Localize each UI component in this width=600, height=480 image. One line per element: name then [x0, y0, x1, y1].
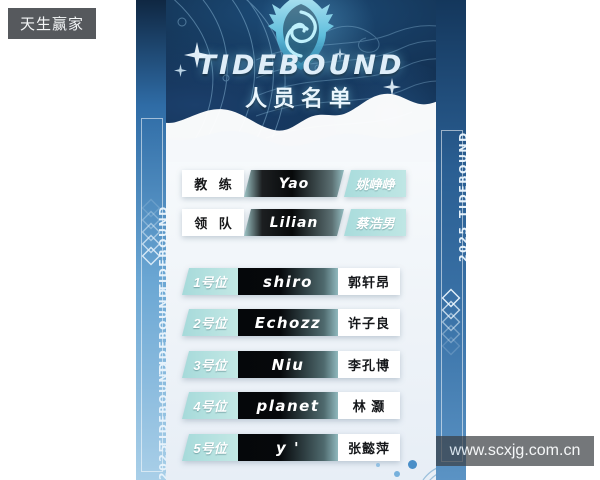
- player-row[interactable]: 1号位 shiro 郭轩昂: [182, 268, 400, 295]
- right-strip-text: TIDEBOUND: [457, 131, 466, 218]
- staff-role-label: 教 练: [182, 170, 244, 197]
- player-position-label: 3号位: [182, 351, 238, 378]
- foam-wave-divider: [136, 93, 466, 162]
- player-row[interactable]: 2号位 Echozz 许子良: [182, 309, 400, 336]
- diamond-ornament: [441, 288, 461, 356]
- staff-name-cn: 姚峥峥: [344, 170, 406, 197]
- player-nickname: Niu: [238, 351, 338, 378]
- player-name-cn: 李孔博: [338, 351, 400, 378]
- watermark-top-left: 天生赢家: [8, 8, 96, 39]
- staff-row[interactable]: 领 队 Lilian 蔡浩男: [182, 209, 406, 236]
- player-position-label: 5号位: [182, 434, 238, 461]
- poster-subtitle: 人员名单: [244, 86, 357, 111]
- left-strip-frame: [141, 118, 163, 472]
- staff-row[interactable]: 教 练 Yao 姚峥峥: [182, 170, 406, 197]
- staff-role-label: 领 队: [182, 209, 244, 236]
- player-row[interactable]: 5号位 y ' 张懿萍: [182, 434, 400, 461]
- right-strip-year: 2025: [457, 225, 466, 262]
- player-position-label: 4号位: [182, 392, 238, 419]
- player-row[interactable]: 3号位 Niu 李孔博: [182, 351, 400, 378]
- watermark-bottom-right: www.scxjg.com.cn: [436, 436, 594, 466]
- staff-nickname: Lilian: [244, 209, 344, 236]
- roster-rows: 教 练 Yao 姚峥峥 领 队 Lilian 蔡浩男 1号位 shiro 郭轩昂…: [136, 148, 466, 480]
- player-position-label: 2号位: [182, 309, 238, 336]
- player-row[interactable]: 4号位 planet 林 灏: [182, 392, 400, 419]
- left-strip-text: TIDEBOUND: [157, 361, 166, 448]
- diamond-ornament: [141, 198, 161, 266]
- left-strip-year: 2025: [157, 443, 166, 480]
- bubble-dot: [394, 471, 400, 477]
- poster-title: TIDEBOUND: [197, 50, 405, 81]
- player-position-label: 1号位: [182, 268, 238, 295]
- bubble-dot: [376, 463, 380, 467]
- left-side-strip: TIDEBOUND TIDEBOUND TIDEBOUND 2025: [136, 0, 166, 480]
- player-nickname: planet: [238, 392, 338, 419]
- bubble-dot: [408, 460, 417, 469]
- staff-name-cn: 蔡浩男: [344, 209, 406, 236]
- player-name-cn: 郭轩昂: [338, 268, 400, 295]
- right-side-strip: TIDEBOUND 2025: [436, 0, 466, 480]
- team-roster-poster: TIDEBOUND 人员名单 教 练 Yao: [136, 0, 466, 480]
- player-name-cn: 张懿萍: [338, 434, 400, 461]
- player-nickname: y ': [238, 434, 338, 461]
- player-name-cn: 林 灏: [338, 392, 400, 419]
- player-nickname: Echozz: [238, 309, 338, 336]
- tidebound-swirl-wings-emblem: [268, 0, 334, 70]
- player-name-cn: 许子良: [338, 309, 400, 336]
- player-nickname: shiro: [238, 268, 338, 295]
- left-strip-text: TIDEBOUND: [157, 205, 166, 292]
- staff-nickname: Yao: [244, 170, 344, 197]
